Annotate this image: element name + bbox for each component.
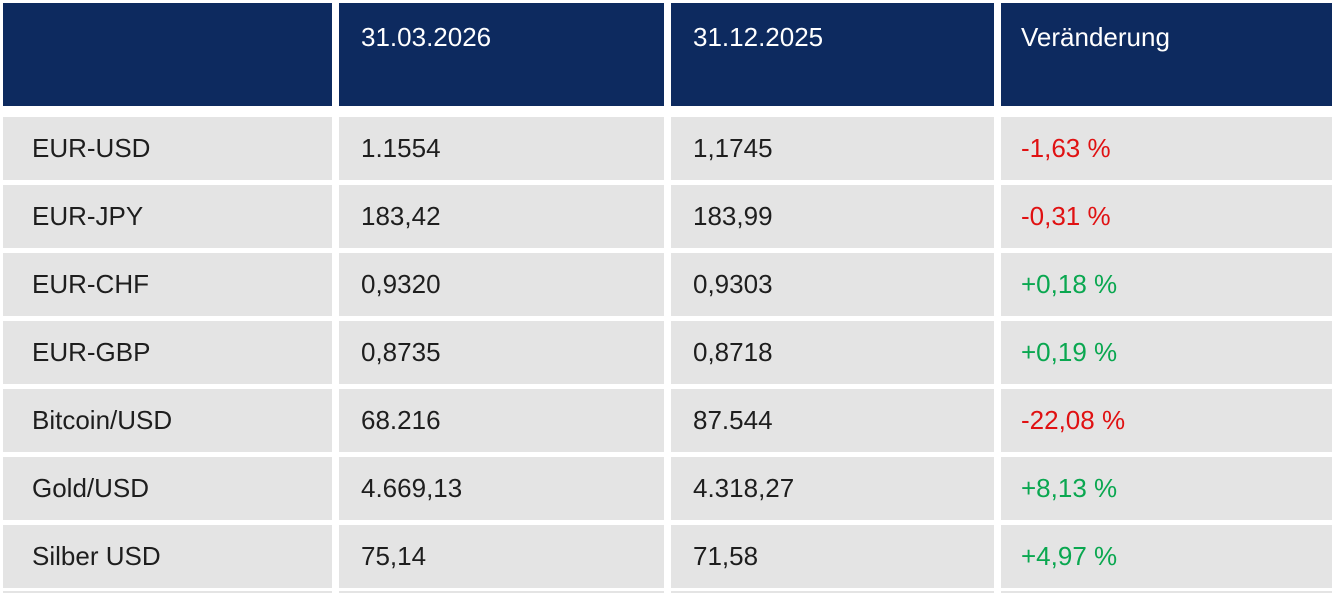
value-2025: 87.544 bbox=[671, 389, 994, 452]
change-value: +4,97 % bbox=[1001, 525, 1332, 588]
change-value: +0,19 % bbox=[1001, 321, 1332, 384]
value-2026: 75,14 bbox=[339, 525, 664, 588]
table-row: EUR-USD 1.1554 1,1745 -1,63 % bbox=[3, 117, 1332, 180]
value-2025: 4.318,27 bbox=[671, 457, 994, 520]
header-cell-date-2026: 31.03.2026 bbox=[339, 3, 664, 106]
instrument-label: Silber USD bbox=[3, 525, 332, 588]
value-2025: 71,58 bbox=[671, 525, 994, 588]
header-cell-empty bbox=[3, 3, 332, 106]
instrument-label: EUR-JPY bbox=[3, 185, 332, 248]
cropped-cell bbox=[1001, 591, 1332, 593]
change-value: -0,31 % bbox=[1001, 185, 1332, 248]
instrument-label: EUR-GBP bbox=[3, 321, 332, 384]
value-2025: 0,9303 bbox=[671, 253, 994, 316]
value-2026: 1.1554 bbox=[339, 117, 664, 180]
value-2026: 183,42 bbox=[339, 185, 664, 248]
value-2026: 0,9320 bbox=[339, 253, 664, 316]
header-cell-change: Veränderung bbox=[1001, 3, 1332, 106]
table-row: Bitcoin/USD 68.216 87.544 -22,08 % bbox=[3, 389, 1332, 452]
value-2026: 68.216 bbox=[339, 389, 664, 452]
change-value: -22,08 % bbox=[1001, 389, 1332, 452]
table-row: Silber USD 75,14 71,58 +4,97 % bbox=[3, 525, 1332, 588]
value-2026: 4.669,13 bbox=[339, 457, 664, 520]
change-value: -1,63 % bbox=[1001, 117, 1332, 180]
cropped-cell bbox=[671, 591, 994, 593]
table-row: EUR-JPY 183,42 183,99 -0,31 % bbox=[3, 185, 1332, 248]
cropped-cell bbox=[339, 591, 664, 593]
table-body: EUR-USD 1.1554 1,1745 -1,63 % EUR-JPY 18… bbox=[3, 117, 1332, 588]
change-value: +8,13 % bbox=[1001, 457, 1332, 520]
instrument-label: Bitcoin/USD bbox=[3, 389, 332, 452]
change-value: +0,18 % bbox=[1001, 253, 1332, 316]
value-2025: 0,8718 bbox=[671, 321, 994, 384]
instrument-label: Gold/USD bbox=[3, 457, 332, 520]
table-row: EUR-GBP 0,8735 0,8718 +0,19 % bbox=[3, 321, 1332, 384]
table-row: Gold/USD 4.669,13 4.318,27 +8,13 % bbox=[3, 457, 1332, 520]
header-cell-date-2025: 31.12.2025 bbox=[671, 3, 994, 106]
table-header-row: 31.03.2026 31.12.2025 Veränderung bbox=[3, 3, 1332, 106]
cropped-cell bbox=[3, 591, 332, 593]
table-row: EUR-CHF 0,9320 0,9303 +0,18 % bbox=[3, 253, 1332, 316]
value-2025: 183,99 bbox=[671, 185, 994, 248]
value-2025: 1,1745 bbox=[671, 117, 994, 180]
instrument-label: EUR-CHF bbox=[3, 253, 332, 316]
cropped-next-row bbox=[3, 591, 1332, 593]
value-2026: 0,8735 bbox=[339, 321, 664, 384]
instrument-label: EUR-USD bbox=[3, 117, 332, 180]
